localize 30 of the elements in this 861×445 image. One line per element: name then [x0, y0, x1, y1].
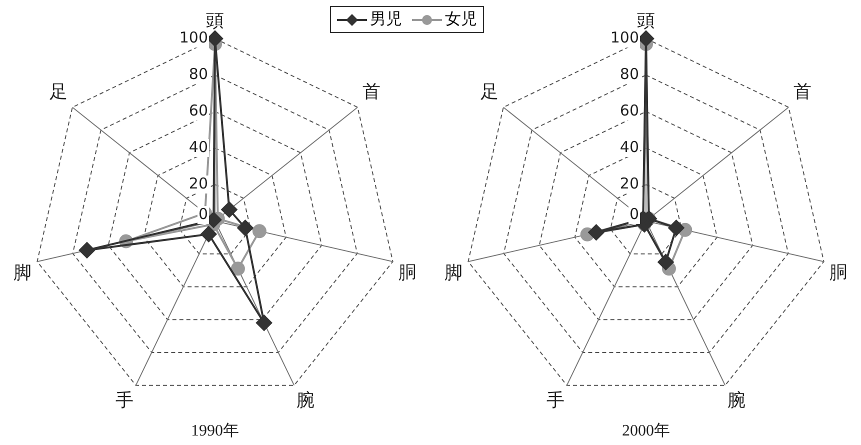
spoke-label: 胴 — [830, 262, 848, 284]
spoke-label: 脚 — [444, 262, 462, 284]
spoke-label: 首 — [362, 81, 380, 102]
y-tick-label: 100 — [610, 28, 639, 46]
y-tick-label: 100 — [179, 28, 208, 46]
y-tick-label: 40 — [188, 138, 208, 156]
y-tick-label: 60 — [620, 101, 639, 120]
y-tick-label: 40 — [620, 138, 639, 156]
spoke-label: 頭 — [637, 10, 655, 32]
spoke-label: 手 — [115, 390, 134, 412]
text: 1990年 — [191, 422, 239, 440]
y-tick-label: 20 — [188, 174, 208, 192]
spoke-label: 胴 — [398, 262, 417, 284]
legend-label: 男児 — [370, 9, 402, 30]
spoke-label: 腕 — [728, 390, 746, 412]
y-tick-label: 80 — [620, 64, 639, 83]
y-tick-label: 20 — [620, 174, 639, 192]
spoke-label: 足 — [480, 81, 499, 102]
legend-label: 女児 — [445, 9, 477, 30]
spoke-label: 腕 — [296, 390, 315, 412]
text: 2000年 — [622, 422, 670, 440]
spoke-label: 首 — [793, 81, 812, 102]
spoke-label: 脚 — [13, 262, 32, 284]
y-tick-label: 0 — [198, 204, 208, 223]
y-tick-label: 60 — [188, 101, 208, 120]
spoke-label: 手 — [546, 390, 564, 412]
y-tick-label: 0 — [629, 204, 639, 223]
spoke-label: 足 — [50, 81, 68, 102]
y-tick-label: 80 — [188, 64, 208, 83]
spoke-label: 頭 — [206, 10, 224, 32]
